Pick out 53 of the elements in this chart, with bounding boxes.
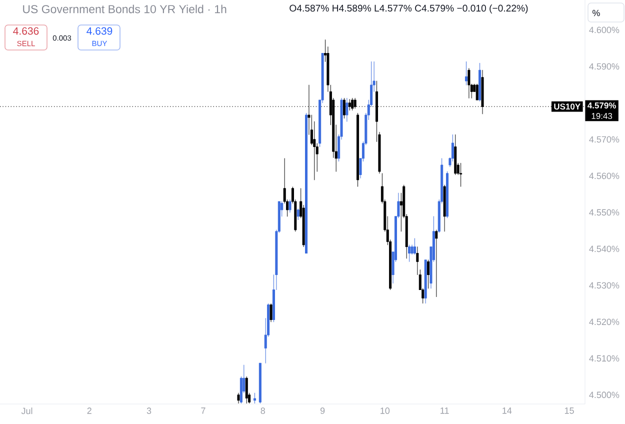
candlestick bbox=[435, 230, 438, 297]
candlestick bbox=[305, 112, 308, 254]
candlestick bbox=[408, 244, 411, 262]
x-tick-label: 10 bbox=[380, 408, 390, 414]
candlestick bbox=[476, 84, 478, 100]
y-tick-label: 4.510% bbox=[589, 355, 620, 362]
chart-title: US Government Bonds 10 YR Yield · 1h bbox=[23, 4, 226, 14]
candlestick bbox=[464, 61, 468, 86]
x-tick-label: 2 bbox=[87, 408, 92, 414]
x-tick-label: Jul bbox=[21, 408, 32, 414]
y-tick-label: 4.540% bbox=[589, 246, 620, 252]
candlestick bbox=[443, 184, 446, 232]
text: 4.579% bbox=[588, 102, 616, 108]
candlestick bbox=[454, 134, 457, 176]
x-tick-label: 8 bbox=[260, 408, 265, 414]
candlestick bbox=[270, 303, 272, 322]
y-tick-label: 4.550% bbox=[589, 209, 620, 216]
x-tick-label: 15 bbox=[564, 408, 574, 414]
candlestick bbox=[348, 99, 351, 110]
candlestick bbox=[478, 62, 482, 102]
candlestick bbox=[356, 112, 360, 187]
x-tick-label: 3 bbox=[146, 408, 152, 414]
candlestick bbox=[346, 98, 348, 122]
annotation: 4.636 bbox=[13, 27, 39, 35]
candlestick bbox=[254, 392, 256, 404]
x-tick-label: 11 bbox=[440, 408, 449, 414]
text: % bbox=[592, 10, 600, 16]
y-tick-label: 4.590% bbox=[589, 63, 620, 70]
candlestick bbox=[446, 171, 449, 218]
candlestick bbox=[460, 162, 462, 187]
ref-line-label: US10Y bbox=[554, 104, 580, 110]
candlestick bbox=[468, 68, 470, 98]
y-tick-label: 4.530% bbox=[589, 282, 620, 289]
y-tick-label: 4.500% bbox=[589, 392, 620, 398]
candlestick bbox=[342, 98, 346, 118]
text: 19:43 bbox=[592, 112, 612, 119]
x-tick-label: 14 bbox=[502, 408, 512, 414]
chart-subtitle: O4.587% H4.589% L4.577% C4.579% −0.010 (−0.22%) bbox=[290, 4, 528, 14]
y-tick-label: 4.570% bbox=[589, 136, 620, 143]
candlestick bbox=[237, 392, 240, 404]
x-tick-label: 9 bbox=[320, 408, 325, 414]
annotation: 4.639 bbox=[86, 27, 112, 35]
y-tick-label: 4.600% bbox=[589, 26, 620, 34]
candlestick bbox=[424, 260, 427, 304]
candlestick bbox=[258, 362, 262, 404]
y-tick-label: 4.560% bbox=[589, 172, 620, 180]
candlestick bbox=[288, 199, 292, 213]
candlestick bbox=[245, 376, 248, 404]
y-tick-label: 4.520% bbox=[589, 318, 620, 326]
candlestick bbox=[296, 208, 300, 220]
x-tick-label: 7 bbox=[201, 408, 206, 414]
candlestick bbox=[413, 238, 416, 255]
candlestick bbox=[427, 260, 430, 289]
